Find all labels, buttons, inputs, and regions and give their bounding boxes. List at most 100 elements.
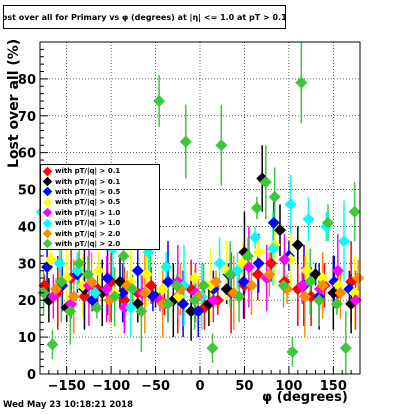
data-point (67, 290, 80, 303)
data-point (338, 235, 350, 248)
data-point (334, 286, 347, 299)
legend-label: with pT/|q| > 2.0 (55, 239, 121, 248)
y-tick-label: 0 (27, 368, 36, 383)
data-point (131, 264, 144, 277)
data-point (213, 257, 226, 270)
data-point (101, 272, 114, 285)
legend-label: with pT/|q| > 0.1 (55, 177, 121, 186)
data-point (192, 305, 205, 318)
data-point (252, 246, 265, 259)
data-point (185, 305, 198, 318)
legend-label: with pT/|q| > 1.0 (55, 208, 121, 217)
legend-entry: with pT/|q| > 1.0 (42, 207, 157, 218)
x-tick-label: −100 (92, 379, 130, 394)
data-point (286, 345, 299, 358)
data-point (304, 275, 317, 288)
data-point (207, 294, 220, 307)
legend-label: with pT/|q| > 0.1 (55, 167, 121, 176)
x-tick-label: 50 (235, 379, 253, 394)
legend-marker (42, 207, 53, 218)
y-tick-label: 20 (18, 294, 36, 309)
data-point (82, 268, 94, 281)
data-point (126, 283, 139, 296)
legend-marker (42, 166, 53, 176)
legend-entry: with pT/|q| > 0.1 (42, 166, 157, 176)
data-point (300, 264, 313, 277)
x-tick-label: 150 (320, 379, 347, 394)
data-point (349, 294, 362, 307)
data-point (339, 342, 352, 355)
x-tick-label: 100 (275, 379, 302, 394)
y-tick-label: 70 (18, 110, 36, 125)
legend-marker (42, 228, 53, 239)
data-point (302, 213, 315, 226)
legend-entry: with pT/|q| > 2.0 (42, 239, 157, 249)
data-point (316, 279, 329, 292)
legend-label: with pT/|q| > 0.5 (55, 198, 121, 207)
data-point (108, 290, 121, 303)
data-point (118, 301, 131, 314)
legend-label: with pT/|q| > 1.0 (55, 219, 121, 228)
data-points (35, 76, 365, 358)
data-point (250, 202, 263, 214)
data-point (160, 261, 173, 274)
data-point (138, 286, 151, 299)
data-point (206, 342, 219, 355)
data-point (224, 268, 237, 281)
data-point (265, 257, 278, 270)
data-point (38, 279, 51, 292)
legend-marker (42, 197, 53, 208)
data-point (140, 268, 153, 281)
data-point (92, 264, 105, 277)
y-axis-label: Lost over all (%) (6, 38, 22, 168)
data-point (266, 242, 279, 255)
data-point (210, 275, 222, 288)
data-point (331, 264, 344, 277)
data-point (170, 279, 183, 292)
legend-marker (42, 218, 53, 228)
data-point (53, 257, 66, 270)
data-point (153, 95, 166, 108)
data-point (348, 205, 361, 218)
data-point (251, 268, 264, 281)
data-point (188, 272, 201, 285)
data-point (284, 198, 297, 211)
data-point (46, 338, 59, 351)
data-point (330, 297, 343, 310)
axes: −150 −100 −50 0 50 100 150 0 10 20 30 40 50 60 70 80 (18, 41, 361, 394)
data-point (197, 279, 210, 292)
legend-entry: with pT/|q| > 2.0 (42, 228, 157, 239)
y-tick-label: 40 (18, 220, 36, 235)
data-point (90, 301, 103, 314)
data-point (263, 268, 276, 281)
data-point (135, 305, 148, 318)
data-point (316, 272, 329, 285)
data-point (162, 297, 174, 310)
y-tick-label: 50 (18, 184, 36, 199)
data-point (145, 279, 158, 292)
legend-marker (42, 239, 53, 249)
data-point (100, 283, 113, 296)
data-point (327, 286, 340, 299)
legend-label: with pT/|q| > 0.5 (55, 187, 121, 196)
legend-marker (42, 176, 53, 187)
data-point (242, 261, 255, 274)
y-tick-label: 10 (18, 331, 36, 346)
legend-label: with pT/|q| > 2.0 (55, 229, 121, 238)
data-point (215, 139, 228, 152)
timestamp: Wed May 23 10:18:21 2018 (3, 400, 134, 410)
data-point (322, 216, 334, 229)
x-tick-label: −150 (48, 379, 86, 394)
legend-marker (42, 187, 53, 197)
data-point (89, 286, 102, 299)
data-point (267, 216, 280, 229)
data-point (50, 283, 62, 296)
data-point (277, 279, 290, 292)
data-point (245, 279, 258, 292)
data-point (64, 305, 77, 318)
legend-entry: with pT/|q| > 0.1 (42, 176, 157, 187)
chart-title: Lost over all for Primary vs φ (degrees)… (3, 5, 286, 29)
data-point (55, 275, 68, 288)
data-point (179, 135, 192, 148)
